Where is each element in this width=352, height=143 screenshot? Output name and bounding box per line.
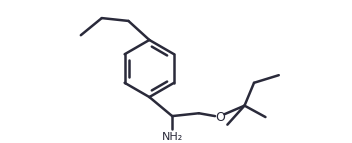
Text: NH₂: NH₂: [162, 132, 183, 142]
Text: O: O: [215, 111, 225, 124]
